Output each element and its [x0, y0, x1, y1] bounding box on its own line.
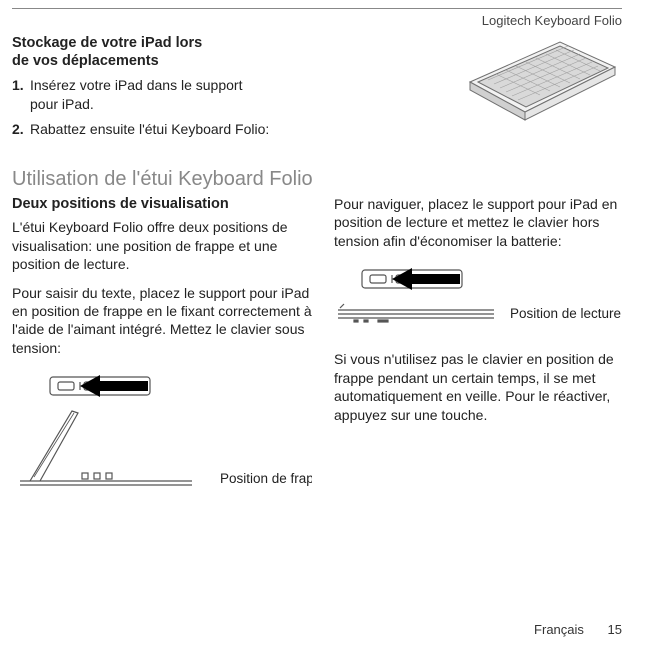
- right-column: Pour naviguer, placez le support pour iP…: [334, 195, 634, 509]
- storage-title-line1: Stockage de votre iPad lors: [12, 35, 202, 51]
- reading-position-diagram: Position de lecture: [334, 264, 634, 342]
- storage-section: Stockage de votre iPad lors de vos dépla…: [12, 34, 622, 154]
- right-para-2: Si vous n'utilisez pas le clavier en pos…: [334, 350, 634, 424]
- footer-language: Français: [534, 622, 584, 637]
- right-para-1: Pour naviguer, placez le support pour iP…: [334, 195, 634, 250]
- storage-steps: 1. Insérez votre iPad dans le support po…: [12, 76, 372, 139]
- left-para-2: Pour saisir du texte, placez le support …: [12, 284, 312, 358]
- step2-text: Rabattez ensuite l'étui Keyboard Folio:: [30, 121, 269, 137]
- usage-section-title: Utilisation de l'étui Keyboard Folio: [12, 168, 622, 191]
- header-brand: Logitech Keyboard Folio: [12, 13, 622, 28]
- typing-position-diagram: Position de frappe: [12, 371, 312, 501]
- step1-text-l2: pour iPad.: [30, 96, 94, 112]
- usage-columns: Deux positions de visualisation L'étui K…: [12, 195, 622, 509]
- page-footer: Français 15: [534, 622, 622, 637]
- step1-number: 1.: [12, 76, 24, 95]
- left-column: Deux positions de visualisation L'étui K…: [12, 195, 312, 509]
- header-rule: [12, 8, 622, 9]
- keyboard-folio-illustration: [450, 32, 630, 142]
- storage-title-line2: de vos déplacements: [12, 53, 159, 69]
- footer-page-number: 15: [608, 622, 622, 637]
- step2-number: 2.: [12, 120, 24, 139]
- step1-text-l1: Insérez votre iPad dans le support: [30, 77, 242, 93]
- storage-step-1: 1. Insérez votre iPad dans le support po…: [12, 76, 372, 114]
- storage-title: Stockage de votre iPad lors de vos dépla…: [12, 34, 372, 70]
- storage-step-2: 2. Rabattez ensuite l'étui Keyboard Foli…: [12, 120, 372, 139]
- storage-text: Stockage de votre iPad lors de vos dépla…: [12, 34, 372, 139]
- left-para-1: L'étui Keyboard Folio offre deux positio…: [12, 218, 312, 273]
- usage-subtitle: Deux positions de visualisation: [12, 195, 312, 214]
- reading-caption-svg: Position de lecture: [510, 306, 621, 321]
- typing-caption-svg: Position de frappe: [220, 471, 312, 486]
